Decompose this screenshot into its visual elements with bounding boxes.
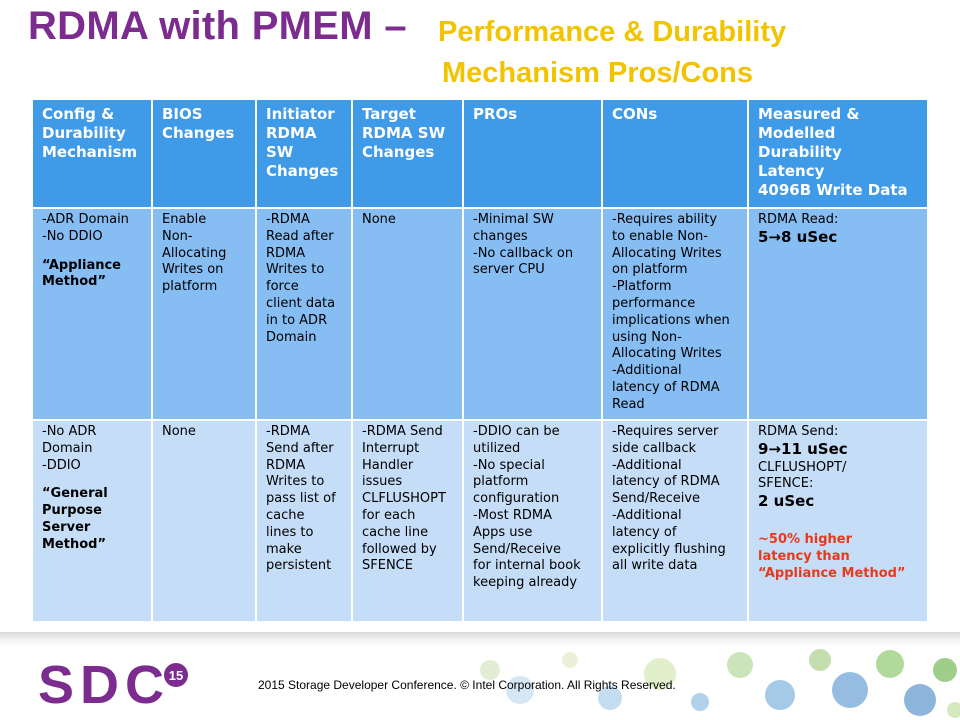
cell-cons: -Requires ability to enable Non- Allocat… — [601, 207, 749, 421]
table-row: -ADR Domain -No DDIO “Appliance Method” E… — [31, 207, 929, 421]
cell-latency: RDMA Send: 9→11 uSec CLFLUSHOPT/ SFENCE: 2 … — [747, 419, 929, 623]
logo-badge: 15 — [169, 668, 183, 683]
sdc-logo: SDC 15 — [38, 655, 188, 713]
comparison-table: Config & Durability Mechanism BIOS Chang… — [31, 98, 929, 623]
latency-value: 9→11 uSec — [758, 439, 848, 458]
latency-note: ~50% higher latency than “Appliance Meth… — [758, 531, 906, 581]
latency-label: RDMA Read: — [758, 212, 839, 227]
cell-latency: RDMA Read: 5→8 uSec — [747, 207, 929, 421]
header-cons: CONs — [601, 98, 749, 209]
copyright-notice: 2015 Storage Developer Conference. © Int… — [258, 678, 676, 692]
table-header-row: Config & Durability Mechanism BIOS Chang… — [31, 98, 929, 209]
latency-label: CLFLUSHOPT/ SFENCE: — [758, 459, 847, 492]
footer — [0, 646, 960, 720]
header-latency: Measured & Modelled Durability Latency 4… — [747, 98, 929, 209]
config-method: “Appliance Method” — [42, 257, 122, 290]
cell-target: -RDMA Send Interrupt Handler issues CLFL… — [351, 419, 464, 623]
table-row: -No ADR Domain -DDIO “General Purpose Ser… — [31, 419, 929, 623]
config-text: -No ADR Domain -DDIO — [42, 424, 97, 473]
config-text: -ADR Domain -No DDIO — [42, 212, 129, 244]
cell-target: None — [351, 207, 464, 421]
header-pros: PROs — [462, 98, 603, 209]
header-target: Target RDMA SW Changes — [351, 98, 464, 209]
slide-subtitle-line2: Mechanism Pros/Cons — [442, 57, 754, 89]
cell-config: -No ADR Domain -DDIO “General Purpose Ser… — [31, 419, 153, 623]
cell-pros: -Minimal SW changes -No callback on serv… — [462, 207, 603, 421]
latency-label: RDMA Send: — [758, 424, 839, 439]
cell-initiator: -RDMA Send after RDMA Writes to pass lis… — [255, 419, 353, 623]
latency-value: 2 uSec — [758, 492, 815, 511]
slide-subtitle-line1: Performance & Durability — [438, 16, 787, 48]
cell-config: -ADR Domain -No DDIO “Appliance Method” — [31, 207, 153, 421]
cell-initiator: -RDMA Read after RDMA Writes to force cl… — [255, 207, 353, 421]
cell-bios: None — [151, 419, 257, 623]
footer-decoration-graphic — [480, 649, 960, 718]
cell-pros: -DDIO can be utilized -No special platfo… — [462, 419, 603, 623]
footer-divider — [0, 632, 960, 646]
header-bios: BIOS Changes — [151, 98, 257, 209]
latency-value: 5→8 uSec — [758, 227, 838, 246]
header-config: Config & Durability Mechanism — [31, 98, 153, 209]
slide-title: RDMA with PMEM – — [28, 4, 407, 48]
header-initiator: Initiator RDMA SW Changes — [255, 98, 353, 209]
cell-cons: -Requires server side callback -Addition… — [601, 419, 749, 623]
config-method: “General Purpose Server Method” — [42, 486, 108, 552]
cell-bios: Enable Non- Allocating Writes on platfor… — [151, 207, 257, 421]
logo-text: SDC — [38, 655, 170, 713]
